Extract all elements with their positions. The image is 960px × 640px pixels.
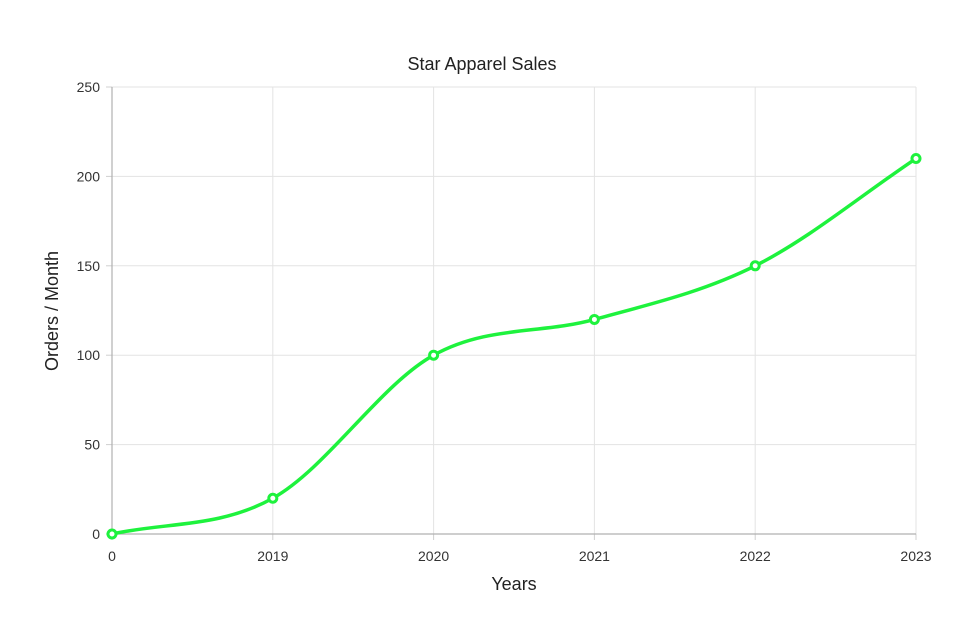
series (106, 153, 922, 540)
data-point[interactable] (267, 492, 279, 504)
y-tick-labels: 0 50 100 150 200 250 (77, 79, 101, 542)
x-tick-labels: 0 2019 2020 2021 2022 2023 (108, 548, 932, 564)
x-tick-label: 2022 (740, 548, 771, 564)
x-tick-label: 2023 (900, 548, 931, 564)
y-axis-title: Orders / Month (42, 251, 62, 371)
series-line (111, 157, 917, 536)
data-point[interactable] (588, 313, 600, 325)
y-tick-label: 250 (77, 79, 101, 95)
y-tick-label: 50 (84, 437, 100, 453)
x-axis-title: Years (491, 574, 536, 594)
data-point[interactable] (910, 153, 922, 165)
grid (106, 86, 917, 540)
y-tick-label: 0 (92, 526, 100, 542)
y-tick-label: 100 (77, 347, 101, 363)
y-tick-label: 150 (77, 258, 101, 274)
y-tick-label: 200 (77, 168, 101, 184)
x-tick-label: 2020 (418, 548, 449, 564)
x-tick-label: 2019 (257, 548, 288, 564)
x-tick-label: 2021 (579, 548, 610, 564)
chart-title: Star Apparel Sales (407, 54, 556, 74)
data-point[interactable] (428, 349, 440, 361)
data-point[interactable] (106, 528, 118, 540)
x-tick-label: 0 (108, 548, 116, 564)
data-point[interactable] (749, 260, 761, 272)
axes (111, 87, 916, 535)
